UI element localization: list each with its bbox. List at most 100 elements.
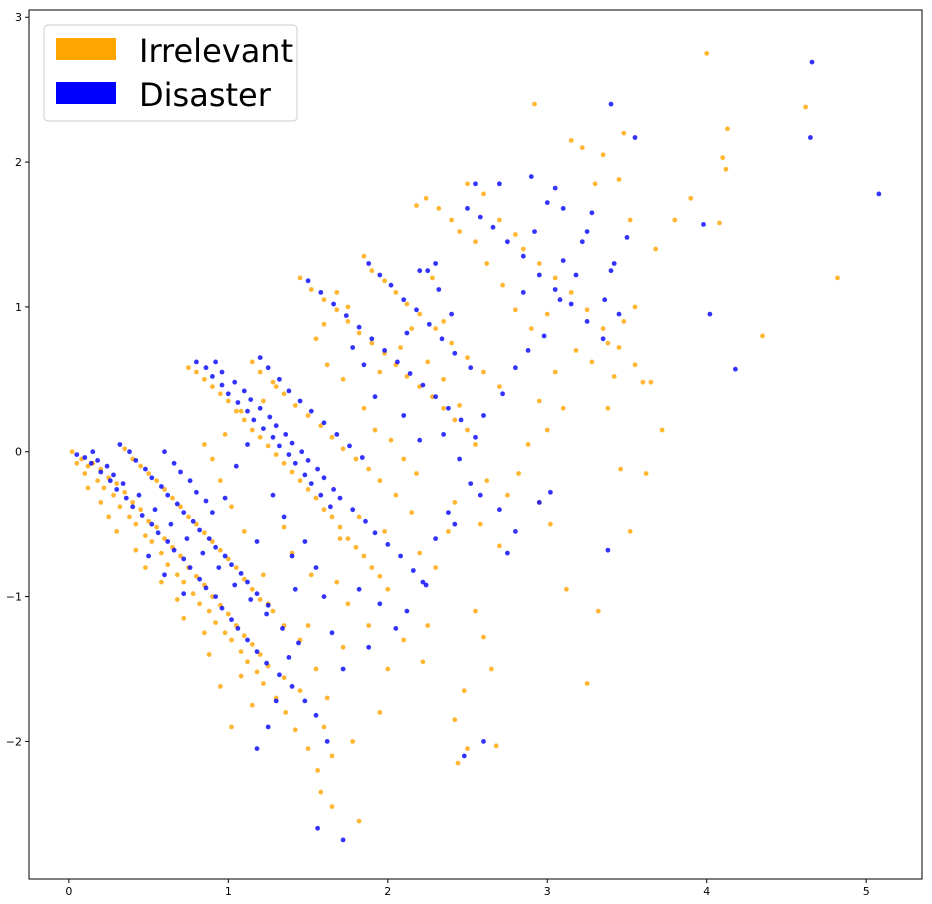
- point-disaster: [481, 739, 486, 744]
- point-disaster: [88, 460, 94, 466]
- point-disaster: [324, 739, 330, 744]
- point-irrelevant: [181, 615, 187, 621]
- point-irrelevant: [273, 452, 279, 457]
- point-disaster: [265, 602, 271, 608]
- point-irrelevant: [292, 727, 298, 733]
- point-disaster: [366, 261, 372, 266]
- point-irrelevant: [544, 427, 550, 433]
- point-disaster: [366, 644, 372, 650]
- point-disaster: [277, 376, 282, 382]
- point-irrelevant: [465, 746, 470, 751]
- point-disaster: [139, 513, 145, 518]
- point-irrelevant: [356, 330, 362, 336]
- point-irrelevant: [281, 391, 287, 397]
- point-irrelevant: [249, 427, 255, 433]
- point-irrelevant: [210, 384, 215, 389]
- point-irrelevant: [385, 586, 391, 592]
- point-irrelevant: [704, 51, 710, 56]
- point-irrelevant: [532, 101, 537, 107]
- point-irrelevant: [340, 376, 346, 382]
- point-disaster: [197, 576, 203, 582]
- point-disaster: [536, 272, 542, 278]
- point-disaster: [299, 449, 305, 455]
- point-disaster: [446, 510, 451, 515]
- point-irrelevant: [225, 611, 231, 617]
- point-irrelevant: [190, 591, 196, 597]
- point-irrelevant: [329, 753, 335, 759]
- point-disaster: [146, 553, 152, 559]
- point-disaster: [439, 336, 445, 342]
- point-disaster: [616, 311, 622, 317]
- point-irrelevant: [611, 374, 617, 379]
- point-disaster: [235, 626, 241, 631]
- point-disaster: [225, 391, 231, 397]
- point-irrelevant: [449, 340, 454, 346]
- point-irrelevant: [516, 471, 521, 476]
- point-disaster: [203, 498, 209, 504]
- point-disaster: [426, 321, 432, 327]
- point-irrelevant: [356, 514, 362, 520]
- point-irrelevant: [621, 319, 627, 324]
- point-irrelevant: [194, 369, 199, 375]
- point-irrelevant: [174, 597, 180, 602]
- point-irrelevant: [261, 398, 266, 404]
- point-disaster: [181, 510, 187, 515]
- point-irrelevant: [632, 304, 638, 310]
- point-disaster: [111, 472, 116, 478]
- point-irrelevant: [98, 500, 104, 505]
- point-disaster: [261, 426, 266, 431]
- point-disaster: [190, 518, 196, 524]
- point-irrelevant: [241, 576, 247, 582]
- point-irrelevant: [500, 282, 505, 288]
- point-disaster: [461, 753, 467, 759]
- point-irrelevant: [465, 427, 470, 433]
- point-irrelevant: [218, 547, 223, 553]
- point-irrelevant: [513, 307, 518, 313]
- point-irrelevant: [249, 359, 255, 365]
- point-irrelevant: [760, 333, 765, 339]
- point-irrelevant: [210, 539, 215, 544]
- point-irrelevant: [345, 536, 351, 541]
- point-disaster: [82, 455, 88, 460]
- point-disaster: [395, 359, 400, 365]
- point-irrelevant: [238, 649, 244, 654]
- point-irrelevant: [117, 504, 123, 510]
- point-irrelevant: [329, 804, 335, 809]
- point-irrelevant: [401, 456, 407, 462]
- point-disaster: [809, 59, 815, 65]
- point-disaster: [505, 239, 510, 245]
- point-disaster: [245, 579, 250, 585]
- point-disaster: [130, 504, 136, 510]
- point-irrelevant: [497, 543, 502, 549]
- point-irrelevant: [497, 217, 502, 223]
- point-irrelevant: [446, 529, 451, 534]
- point-disaster: [548, 489, 553, 495]
- point-disaster: [557, 297, 563, 303]
- point-disaster: [264, 660, 269, 666]
- point-disaster: [407, 371, 413, 376]
- point-disaster: [417, 437, 423, 443]
- point-irrelevant: [127, 514, 132, 520]
- x-tick-label: 4: [703, 885, 710, 898]
- point-disaster: [104, 463, 110, 469]
- point-disaster: [404, 330, 410, 336]
- point-irrelevant: [404, 301, 410, 307]
- point-irrelevant: [143, 533, 148, 539]
- point-irrelevant: [552, 275, 558, 281]
- point-irrelevant: [305, 413, 311, 418]
- point-irrelevant: [340, 644, 346, 650]
- point-irrelevant: [393, 492, 399, 498]
- legend: Irrelevant Disaster: [43, 24, 298, 122]
- point-irrelevant: [398, 345, 403, 350]
- point-irrelevant: [382, 529, 387, 534]
- point-disaster: [584, 319, 590, 324]
- point-irrelevant: [425, 359, 431, 365]
- point-disaster: [194, 359, 199, 365]
- y-tick-label: −2: [6, 735, 22, 748]
- point-disaster: [602, 297, 608, 303]
- point-disaster: [245, 637, 250, 643]
- point-disaster: [305, 458, 311, 463]
- point-irrelevant: [382, 278, 387, 284]
